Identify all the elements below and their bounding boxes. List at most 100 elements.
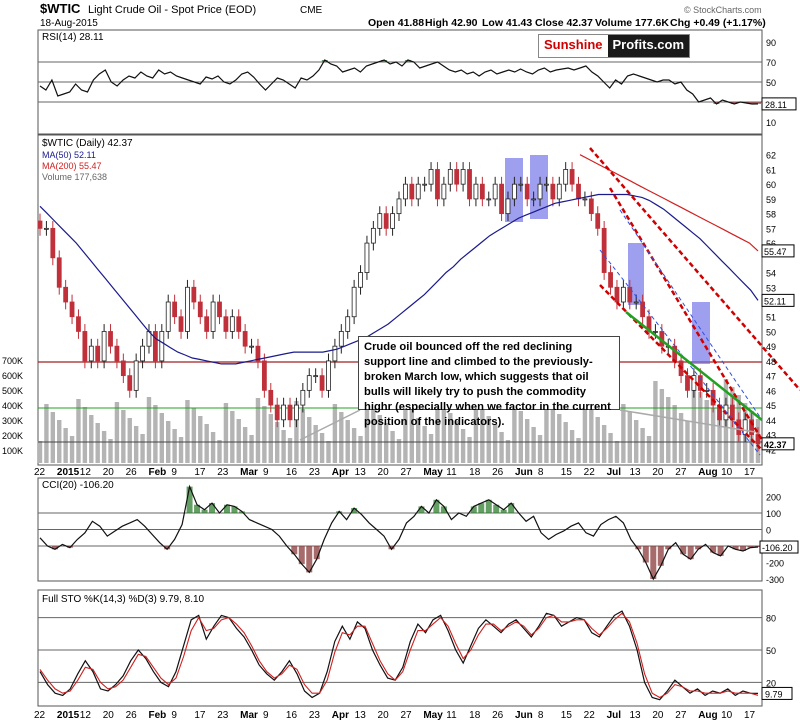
annotation-box: Crude oil bounced off the red declining … (358, 336, 620, 428)
candle-body (159, 331, 165, 362)
candle-body (454, 169, 460, 185)
volume-bar (294, 401, 299, 463)
date-label: 22 (34, 710, 46, 721)
volume-bar (153, 405, 158, 463)
candle-body (377, 213, 383, 229)
date-label: Jun (515, 467, 533, 478)
date-label: 20 (378, 710, 390, 721)
candle-body (524, 183, 530, 200)
candle-body (697, 375, 703, 391)
volume-bar (531, 427, 536, 463)
date-label: 13 (355, 710, 367, 721)
candle-body (300, 389, 306, 406)
candle-body (415, 183, 421, 200)
volume-bar (448, 413, 453, 463)
volume-bar (37, 441, 43, 463)
candle-body (332, 345, 338, 362)
candle-body (197, 301, 203, 318)
volume-bar (710, 408, 716, 463)
volume-bar (557, 414, 562, 463)
date-label: Feb (149, 710, 167, 721)
sto-panel (37, 589, 763, 707)
price-tick: 53 (766, 283, 776, 293)
volume-bar (569, 430, 575, 463)
volume-bar (76, 399, 81, 463)
volume-bar (371, 407, 376, 463)
candle-body (120, 360, 126, 377)
volume-bar (646, 436, 652, 463)
volume-bar (204, 424, 209, 463)
volume-bar (50, 412, 56, 463)
volume-bar (512, 403, 517, 463)
volume-bar (589, 409, 594, 463)
date-label: 22 (584, 467, 596, 478)
volume-bar (621, 404, 626, 463)
candle-body (319, 375, 325, 391)
values-line (39, 484, 759, 581)
price-tick: 58 (766, 210, 776, 220)
volume-tick: 700K (2, 356, 23, 366)
candle-body (255, 345, 261, 362)
volume-tick: 500K (2, 386, 23, 396)
candle-body (473, 183, 479, 200)
green-declining-line (625, 311, 763, 421)
candle-body (640, 301, 646, 318)
candle-body (595, 213, 601, 229)
cci-plot: 200 100 0 -200 -300 -106.20 (38, 484, 799, 585)
volume-bar (518, 411, 524, 463)
ma50-line (39, 193, 759, 365)
candle-body (742, 419, 748, 435)
cci-current-label: -106.20 (762, 543, 793, 553)
date-label: Mar (240, 467, 258, 478)
volume-tick: 200K (2, 431, 23, 441)
volume-bar (242, 427, 248, 463)
volume-bar (121, 410, 126, 463)
volume-bar (441, 405, 447, 463)
volume-bar (255, 398, 261, 463)
volume-bar (185, 400, 190, 463)
candle-body (447, 169, 453, 185)
date-label: 9 (171, 710, 177, 721)
candle-body (601, 227, 607, 273)
price-title: $WTIC (Daily) 42.37 (42, 138, 133, 149)
candle-body (390, 213, 395, 229)
date-label: 26 (126, 467, 138, 478)
volume-bar (460, 429, 466, 463)
candle-body (633, 301, 639, 304)
candle-body (268, 389, 274, 406)
price-label: 55.47 (764, 247, 787, 257)
date-label: 8 (538, 710, 544, 721)
date-label: 10 (721, 467, 733, 478)
volume-bar (403, 402, 408, 463)
candle-body (653, 331, 658, 333)
volume-bar (358, 436, 363, 463)
candle-body (704, 389, 710, 392)
price-tick: 49 (766, 342, 776, 352)
volume-bar (172, 429, 177, 463)
price-label-box (761, 244, 795, 258)
volume-bar (576, 438, 581, 463)
date-label: 20 (652, 467, 664, 478)
date-label: 17 (194, 467, 206, 478)
price-tick: 56 (766, 239, 776, 249)
volume-tick: 600K (2, 371, 23, 381)
volume-bar (249, 435, 254, 463)
k-line (39, 610, 759, 701)
volume-bar (595, 417, 600, 463)
volume-bar (268, 414, 273, 463)
candle-body (210, 301, 216, 332)
candle-body (217, 301, 222, 318)
volume-bar (422, 426, 427, 463)
candle-body (685, 375, 690, 391)
price-plot: 700K 600K 500K 400K 300K 200K 100K 62 61 60 59 58 57… (2, 147, 800, 463)
date-label: 13 (629, 710, 641, 721)
volume-bar (339, 412, 344, 463)
sto-d-line (39, 612, 759, 699)
date-label: 23 (217, 710, 229, 721)
date-label: 27 (400, 710, 412, 721)
price-tick: 60 (766, 180, 776, 190)
date-label: 20 (652, 710, 664, 721)
candle-body (345, 316, 351, 332)
date-label: 26 (492, 467, 504, 478)
